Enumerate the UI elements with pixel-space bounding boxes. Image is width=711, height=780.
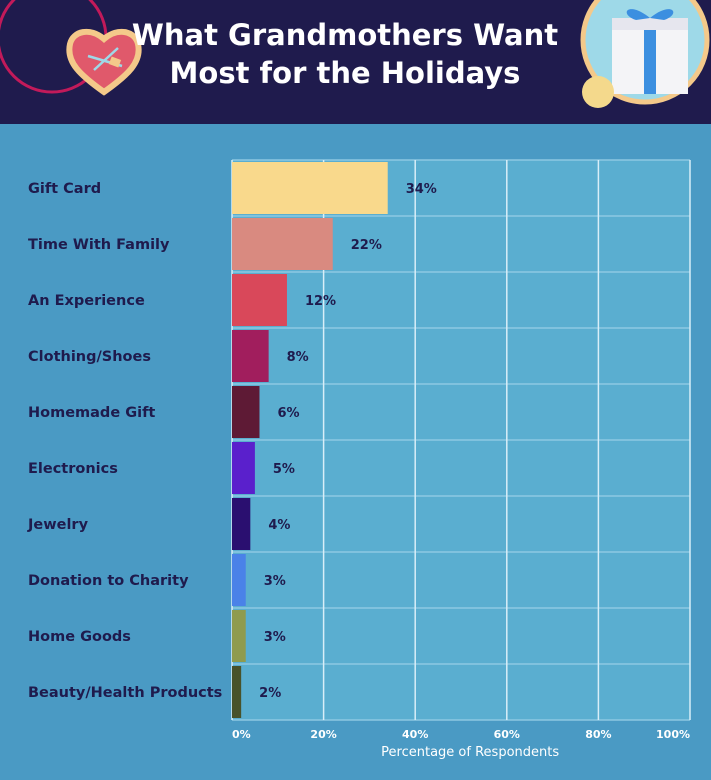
tick-label: 100% <box>656 728 690 741</box>
bar <box>232 498 251 550</box>
category-label: Electronics <box>28 461 118 477</box>
category-label: Beauty/Health Products <box>28 685 222 701</box>
value-label: 3% <box>264 574 286 589</box>
tick-label: 0% <box>232 728 251 741</box>
category-label: Donation to Charity <box>28 573 189 589</box>
category-label: Time With Family <box>28 237 170 253</box>
header-banner: What Grandmothers Want Most for the Holi… <box>0 0 711 124</box>
header-decorations <box>0 0 710 108</box>
chart-title-line-1: What Grandmothers Want <box>131 18 559 52</box>
x-axis-title: Percentage of Respondents <box>381 745 559 760</box>
bar <box>232 386 260 438</box>
chart-title-line-2: Most for the Holidays <box>169 56 521 90</box>
tick-label: 60% <box>494 728 520 741</box>
heart-ornament-icon <box>66 28 142 96</box>
tick-label: 80% <box>585 728 611 741</box>
value-label: 34% <box>406 182 437 197</box>
value-label: 12% <box>305 294 336 309</box>
bar <box>232 442 255 494</box>
gift-box-icon <box>580 0 710 108</box>
bar <box>232 274 287 326</box>
chart-title: What Grandmothers Want Most for the Holi… <box>130 16 560 92</box>
dot-decoration <box>582 76 614 108</box>
tick-label: 40% <box>402 728 428 741</box>
bar <box>232 666 242 718</box>
value-label: 8% <box>287 350 309 365</box>
category-label: Gift Card <box>28 181 101 197</box>
value-label: 5% <box>273 462 295 477</box>
value-label: 4% <box>268 518 290 533</box>
bar-chart: Gift Card 34% Time With Family 22% An Experi… <box>27 159 691 760</box>
category-label: Home Goods <box>28 629 131 645</box>
bar <box>232 554 246 606</box>
bar <box>232 162 388 214</box>
bar <box>232 610 246 662</box>
tick-label: 20% <box>310 728 336 741</box>
category-label: Clothing/Shoes <box>28 349 151 365</box>
category-label: Homemade Gift <box>28 405 155 421</box>
bar <box>232 218 333 270</box>
category-label: An Experience <box>28 293 145 309</box>
bar <box>232 330 269 382</box>
value-label: 3% <box>264 630 286 645</box>
value-label: 2% <box>259 686 281 701</box>
category-label: Jewelry <box>27 517 89 533</box>
value-label: 22% <box>351 238 382 253</box>
value-label: 6% <box>277 406 299 421</box>
